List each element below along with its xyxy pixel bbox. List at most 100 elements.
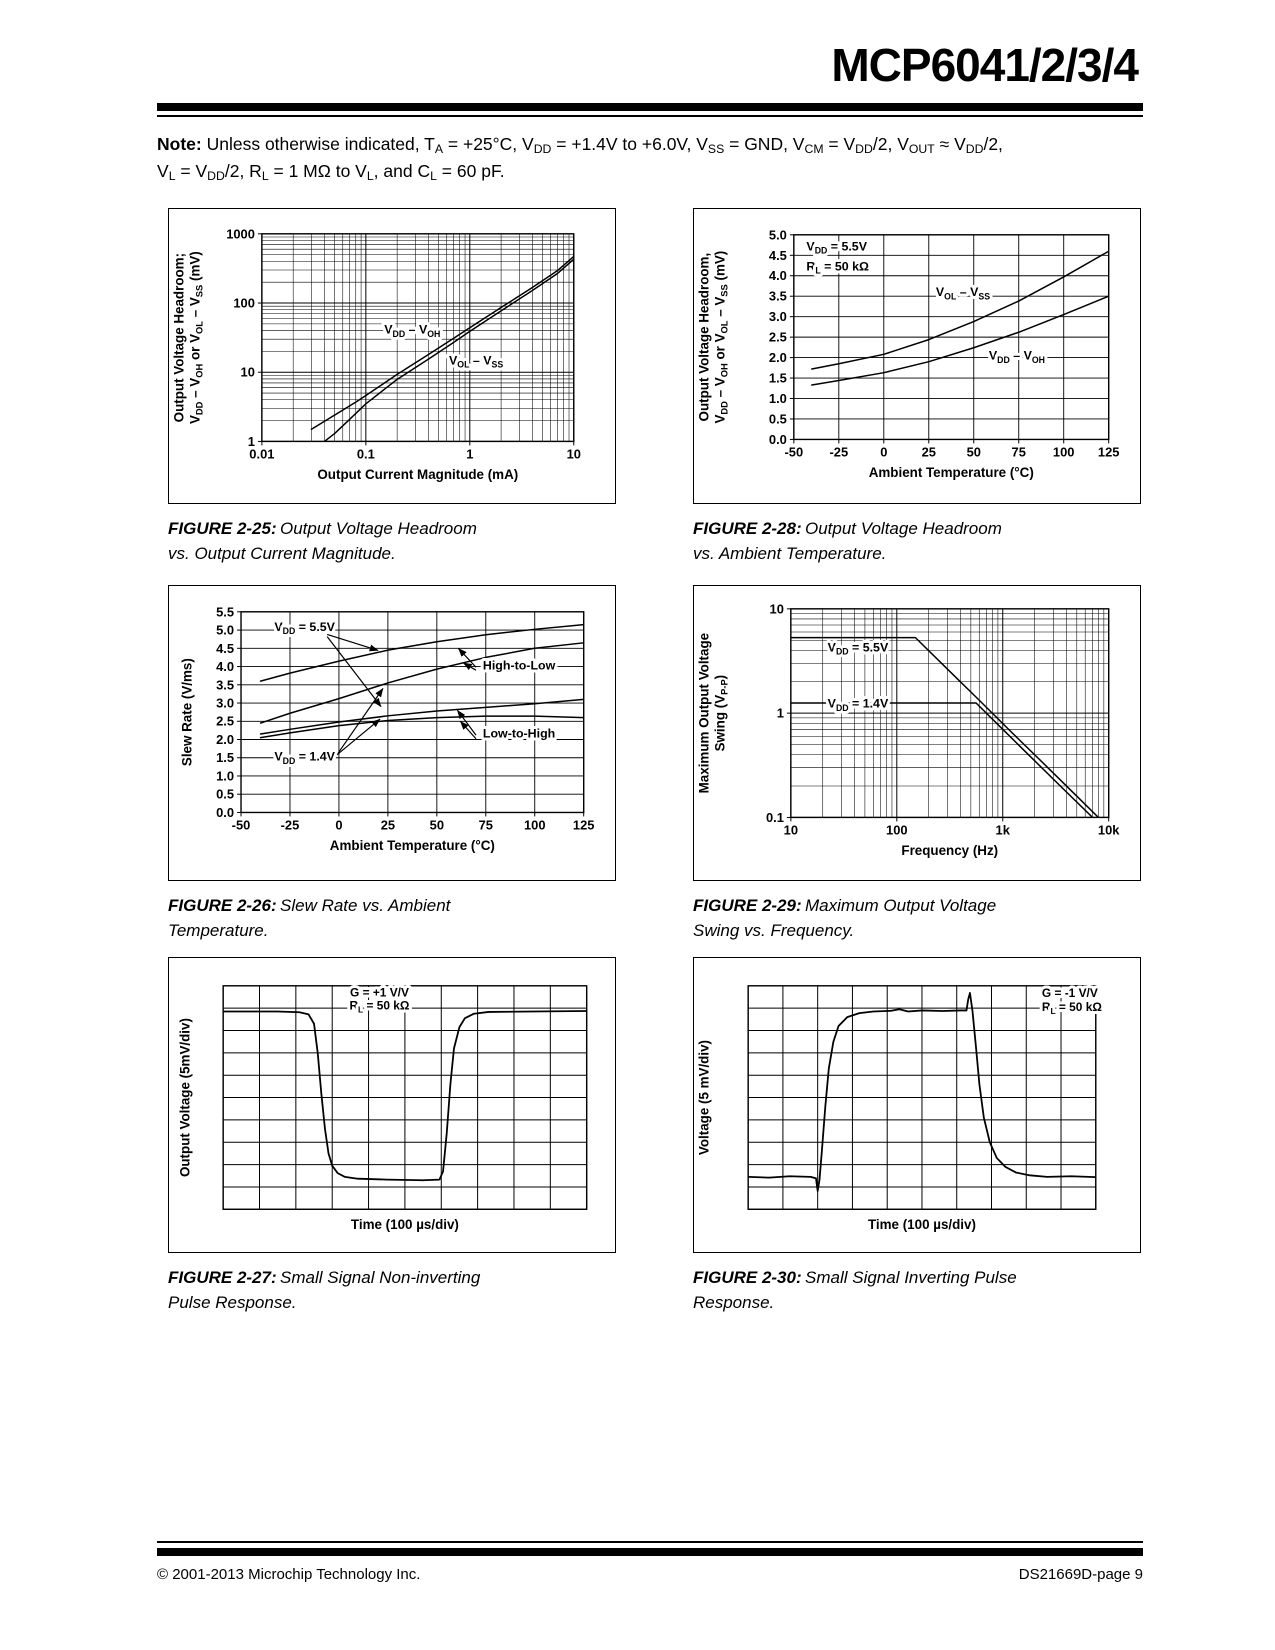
svg-text:Ambient Temperature (°C): Ambient Temperature (°C) <box>869 465 1034 480</box>
figure-2-27-caption: FIGURE 2-27: Small Signal Non-inverting P… <box>168 1265 633 1315</box>
svg-text:3.0: 3.0 <box>769 309 787 324</box>
svg-text:2.0: 2.0 <box>769 350 787 365</box>
svg-text:VDD – VOH: VDD – VOH <box>989 349 1045 365</box>
caption-title: Small Signal Non-inverting Pulse Respons… <box>168 1268 481 1312</box>
svg-text:Output Voltage Headroom,: Output Voltage Headroom, <box>696 253 711 422</box>
svg-text:100: 100 <box>886 822 908 837</box>
svg-text:-50: -50 <box>785 444 804 459</box>
svg-text:Voltage (5 mV/div): Voltage (5 mV/div) <box>696 1040 711 1155</box>
svg-text:2.0: 2.0 <box>216 732 234 747</box>
svg-text:1: 1 <box>777 706 784 721</box>
svg-text:VDD = 1.4V: VDD = 1.4V <box>828 697 889 713</box>
footer-rule-thick <box>157 1548 1143 1556</box>
svg-text:5.0: 5.0 <box>216 623 234 638</box>
svg-text:100: 100 <box>1053 444 1075 459</box>
caption-title: Output Voltage Headroom vs. Output Curre… <box>168 519 477 563</box>
svg-text:100: 100 <box>524 817 546 832</box>
figure-2-28-chart: -50 -25 0 25 50 75 100 125 0.0 0.5 1.0 1.5 2.0 2.5 3.0… <box>696 227 1119 480</box>
figure-2-30-chart: G = -1 V/VRL = 50 kΩ Time (100 µs/div) Vol… <box>696 983 1105 1232</box>
svg-text:VDD – VOH or VOL – VSS (mV): VDD – VOH or VOL – VSS (mV) <box>712 251 729 424</box>
svg-text:Swing (VP-P): Swing (VP-P) <box>712 675 729 752</box>
figure-2-29-box: 10 100 1k 10k 0.1 1 10 VDD = 5.5V VDD = 1.4V Freq… <box>693 585 1141 881</box>
svg-text:Frequency (Hz): Frequency (Hz) <box>901 843 998 858</box>
svg-text:VOL – VSS: VOL – VSS <box>449 353 503 369</box>
svg-text:1.0: 1.0 <box>769 391 787 406</box>
svg-text:Output Voltage (5mV/div): Output Voltage (5mV/div) <box>177 1018 192 1177</box>
caption-title: Output Voltage Headroom vs. Ambient Temp… <box>693 519 1002 563</box>
svg-text:RL = 50 kΩ: RL = 50 kΩ <box>349 998 409 1014</box>
svg-text:3.5: 3.5 <box>216 677 234 692</box>
figure-2-29-caption: FIGURE 2-29: Maximum Output Voltage Swing… <box>693 893 1158 943</box>
svg-text:Ambient Temperature (°C): Ambient Temperature (°C) <box>330 838 495 853</box>
svg-text:1: 1 <box>248 434 255 449</box>
figure-2-30-caption: FIGURE 2-30: Small Signal Inverting Pulse… <box>693 1265 1158 1315</box>
svg-text:2.5: 2.5 <box>216 714 234 729</box>
svg-text:G = -1 V/V: G = -1 V/V <box>1042 986 1098 1000</box>
svg-text:-50: -50 <box>232 817 251 832</box>
svg-text:4.5: 4.5 <box>769 248 787 263</box>
svg-text:0.0: 0.0 <box>769 432 787 447</box>
figure-2-28-box: -50 -25 0 25 50 75 100 125 0.0 0.5 1.0 1.5 2.0 2.5 3.0… <box>693 208 1141 504</box>
svg-text:High-to-Low: High-to-Low <box>483 658 556 672</box>
figure-2-26-caption: FIGURE 2-26: Slew Rate vs. Ambient Temper… <box>168 893 633 943</box>
svg-text:-25: -25 <box>281 817 300 832</box>
svg-text:Time (100 µs/div): Time (100 µs/div) <box>351 1217 459 1232</box>
svg-text:RL = 50 kΩ: RL = 50 kΩ <box>1042 1000 1102 1016</box>
svg-text:125: 125 <box>573 817 595 832</box>
svg-text:0: 0 <box>335 817 342 832</box>
figure-2-26-chart: -50 -25 0 25 50 75 100 125 0.0 0.5 1.0 1.5 2.0 2.5 3.0… <box>179 604 595 853</box>
svg-text:75: 75 <box>479 817 493 832</box>
note-line-1: Unless otherwise indicated, TA = +25°C, … <box>206 134 1003 157</box>
svg-text:4.0: 4.0 <box>216 659 234 674</box>
svg-text:10: 10 <box>241 365 255 380</box>
svg-text:0.5: 0.5 <box>216 787 234 802</box>
figure-2-27-box: G = +1 V/V RL = 50 kΩ Time (100 µs/div) Out… <box>168 957 616 1253</box>
caption-label: FIGURE 2-25: <box>168 519 277 538</box>
svg-text:5.5: 5.5 <box>216 604 234 619</box>
svg-text:Slew Rate (V/ms): Slew Rate (V/ms) <box>179 658 194 766</box>
svg-text:0.0: 0.0 <box>216 805 234 820</box>
note-prefix: Note: <box>157 134 202 154</box>
svg-text:VDD = 5.5V: VDD = 5.5V <box>828 640 889 656</box>
figure-2-30-box: G = -1 V/V RL = 50 kΩ Time (100 µs/div) Vol… <box>693 957 1141 1253</box>
svg-text:3.5: 3.5 <box>769 289 787 304</box>
figure-2-25-chart: 0.01 0.1 1 10 1 10 100 1000 VDD – VOH VOL – VSS Ou… <box>171 226 581 482</box>
svg-text:2.5: 2.5 <box>769 330 787 345</box>
svg-text:-25: -25 <box>829 444 848 459</box>
figure-2-25-caption: FIGURE 2-25: Output Voltage Headroom vs. … <box>168 516 633 566</box>
svg-text:10: 10 <box>784 822 798 837</box>
svg-text:0: 0 <box>880 444 887 459</box>
svg-text:VDD = 5.5V: VDD = 5.5V <box>274 620 335 636</box>
caption-label: FIGURE 2-30: <box>693 1268 802 1287</box>
svg-text:G = +1 V/V: G = +1 V/V <box>350 986 409 1000</box>
svg-text:0.1: 0.1 <box>766 810 784 825</box>
svg-text:Low-to-High: Low-to-High <box>483 727 555 741</box>
svg-text:Output Voltage Headroom;: Output Voltage Headroom; <box>171 253 186 422</box>
caption-title: Maximum Output Voltage Swing vs. Frequen… <box>693 896 997 940</box>
svg-text:1: 1 <box>466 446 473 461</box>
svg-text:100: 100 <box>233 295 255 310</box>
note-line-2: VL = VDD/2, RL = 1 MΩ to VL, and CL = 60… <box>157 161 505 184</box>
svg-text:1000: 1000 <box>226 226 255 241</box>
svg-text:0.5: 0.5 <box>769 411 787 426</box>
svg-text:25: 25 <box>381 817 395 832</box>
svg-text:VDD = 5.5V: VDD = 5.5V <box>806 239 867 255</box>
svg-text:5.0: 5.0 <box>769 227 787 242</box>
figure-2-29-chart: 10 100 1k 10k 0.1 1 10 VDD = 5.5V VDD = 1.4V Freq… <box>696 601 1120 858</box>
svg-text:Time (100 µs/div): Time (100 µs/div) <box>868 1217 976 1232</box>
page-title: MCP6041/2/3/4 <box>831 39 1139 91</box>
svg-text:1.5: 1.5 <box>216 750 234 765</box>
svg-text:4.0: 4.0 <box>769 268 787 283</box>
footer-page-number: DS21669D-page 9 <box>1018 1566 1143 1583</box>
caption-label: FIGURE 2-27: <box>168 1268 277 1287</box>
svg-text:10: 10 <box>567 446 581 461</box>
svg-text:10: 10 <box>770 601 784 616</box>
svg-text:4.5: 4.5 <box>216 641 234 656</box>
figure-2-27-chart: G = +1 V/VRL = 50 kΩ Time (100 µs/div) Out… <box>177 983 588 1232</box>
header-rule-thick <box>157 103 1143 111</box>
svg-text:50: 50 <box>430 817 444 832</box>
svg-text:50: 50 <box>967 444 981 459</box>
svg-text:Maximum Output Voltage: Maximum Output Voltage <box>696 633 711 793</box>
figure-2-25-box: 0.01 0.1 1 10 1 10 100 1000 VDD – VOH VOL – VSS Ou… <box>168 208 616 504</box>
